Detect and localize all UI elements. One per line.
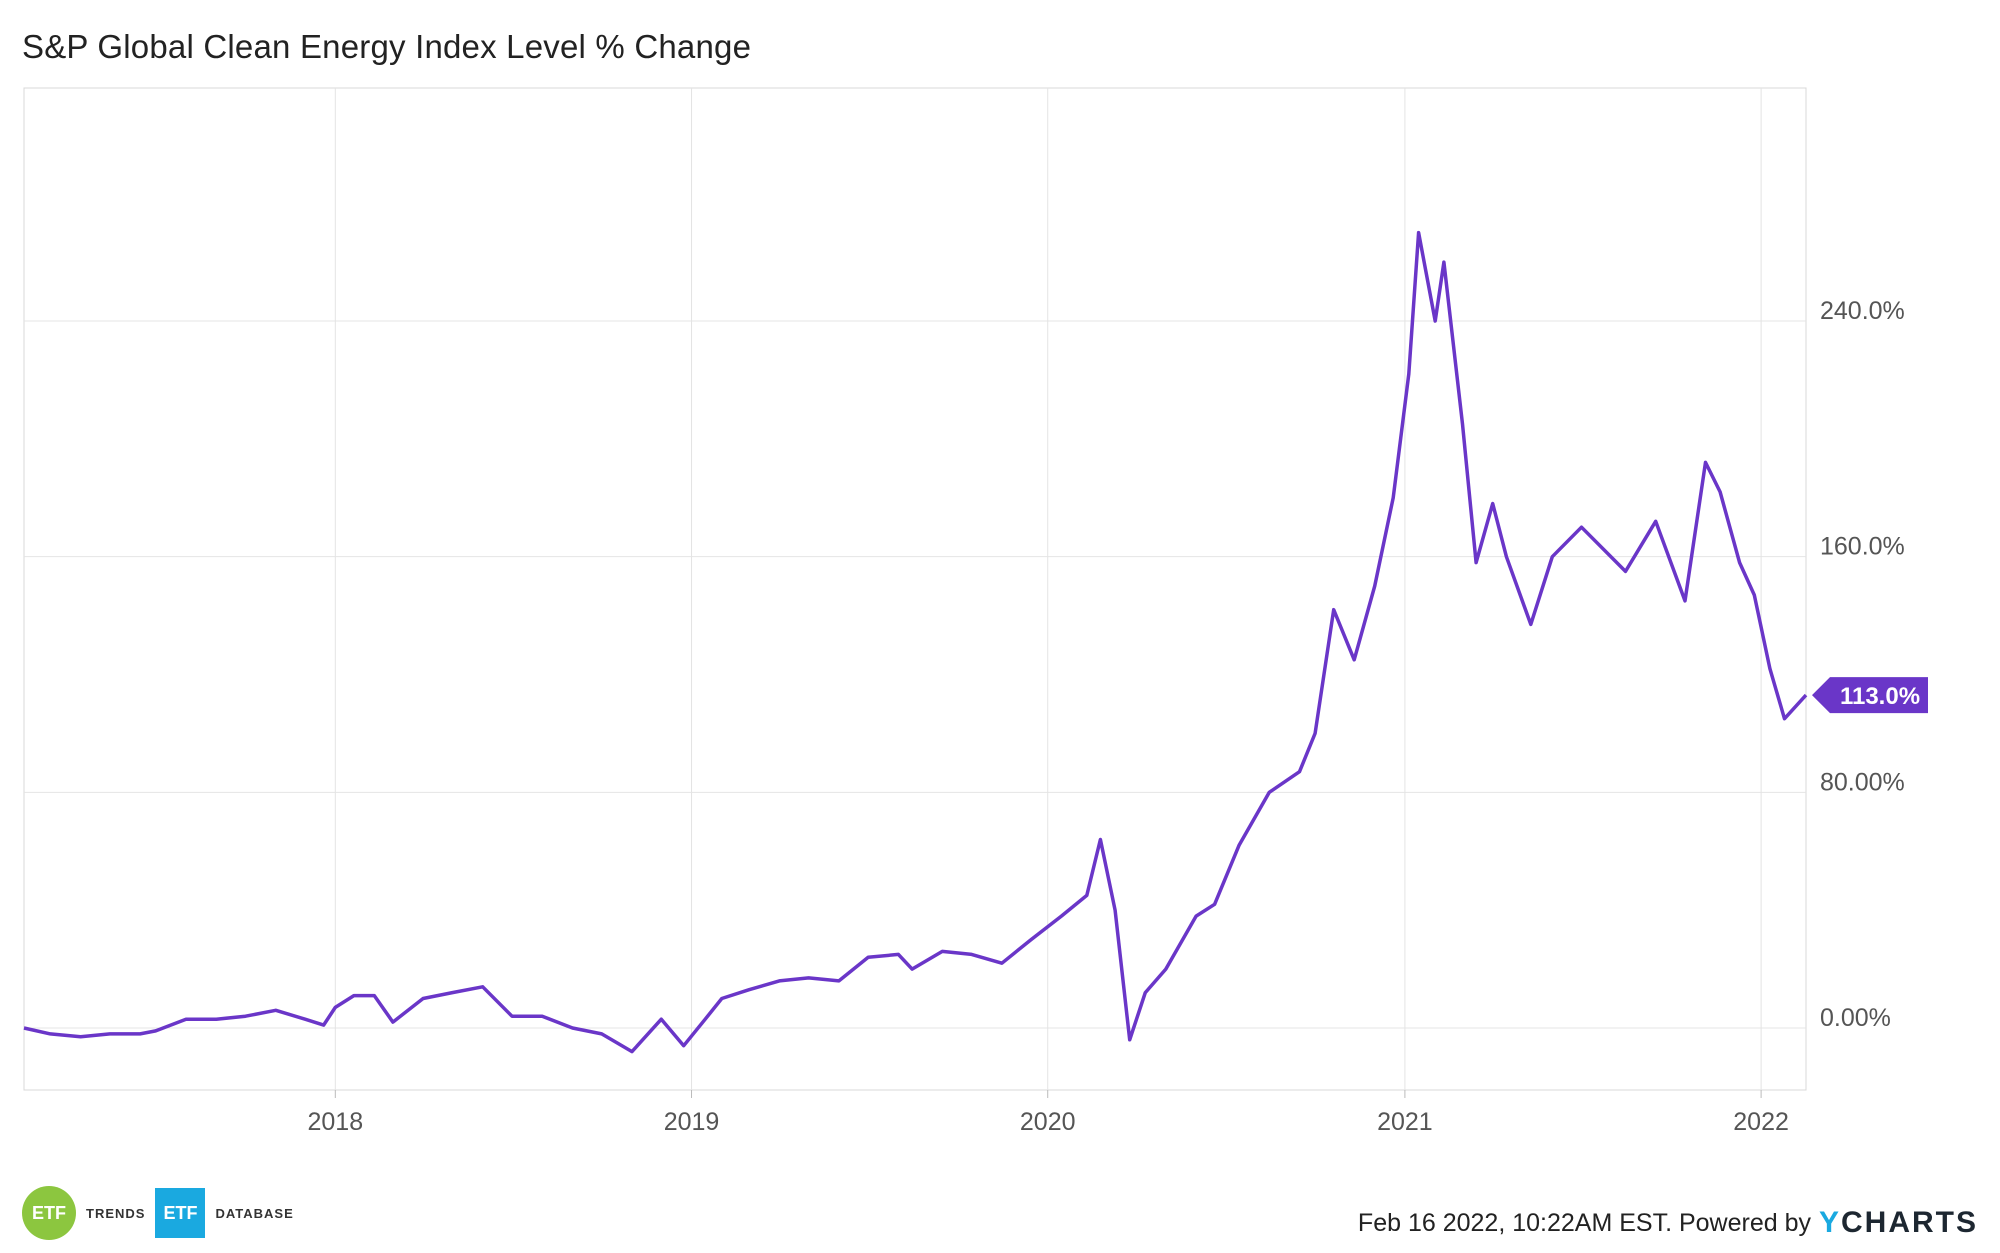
y-tick-label: 160.0% xyxy=(1820,533,1905,561)
ycharts-y-letter: Y xyxy=(1818,1206,1841,1239)
etf-trends-logo-icon: ETF xyxy=(22,1186,76,1240)
y-tick-label: 0.00% xyxy=(1820,1004,1891,1032)
plot-frame xyxy=(23,87,1807,1091)
series-line xyxy=(23,230,1808,1054)
y-tick-label: 80.00% xyxy=(1820,768,1905,796)
x-tick-label: 2018 xyxy=(308,1108,364,1136)
etf-database-logo-icon: ETF xyxy=(155,1188,206,1238)
x-tick-label: 2021 xyxy=(1377,1108,1433,1136)
etf-database-word: DATABASE xyxy=(215,1205,294,1221)
y-tick-label: 240.0% xyxy=(1820,297,1905,325)
timestamp-credit: Feb 16 2022, 10:22AM EST. Powered by xyxy=(1357,1208,1811,1237)
x-tick-label: 2022 xyxy=(1733,1108,1789,1136)
x-tick-label: 2020 xyxy=(1020,1108,1076,1136)
etf-trends-word: TRENDS xyxy=(86,1205,146,1221)
ycharts-word: CHARTS xyxy=(1841,1206,1978,1239)
etf-logos: ETF TRENDS ETF DATABASE xyxy=(22,1186,294,1240)
last-value-badge xyxy=(1812,677,1928,714)
last-value-label: 113.0% xyxy=(1840,683,1920,710)
ycharts-logo[interactable]: YCHARTS xyxy=(1819,1206,1978,1240)
x-tick-label: 2019 xyxy=(664,1108,720,1136)
credit-line: Feb 16 2022, 10:22AM EST. Powered by YCH… xyxy=(1358,1206,1978,1240)
chart-title: S&P Global Clean Energy Index Level % Ch… xyxy=(22,28,752,65)
